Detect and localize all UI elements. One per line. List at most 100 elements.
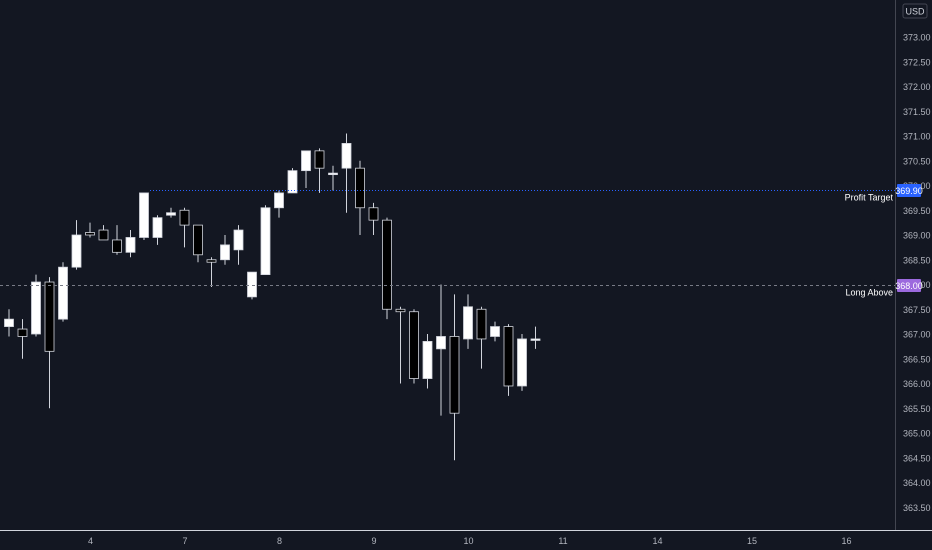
candle-body-down [193,224,203,256]
candle-body-up [517,338,527,387]
profit-target-badge: 369.90 [895,184,923,197]
y-tick-label: 363.50 [903,503,931,513]
long-above-label: Long Above [845,288,893,298]
candle [193,224,203,263]
candle-body-up [71,234,82,268]
levels-layer: Profit Target Long Above [0,190,895,298]
x-tick-label: 15 [747,536,757,546]
candle-body-down [449,336,460,414]
candle-body-down [206,259,217,263]
y-tick-label: 366.00 [903,379,931,389]
price-badges: 369.90 368.00 [895,184,923,292]
candle [341,133,352,213]
candle-body-up [287,170,298,194]
badge-background [897,279,921,292]
y-tick-label: 368.50 [903,255,931,265]
candle [382,217,392,320]
candle [449,294,460,461]
candle-body-down [179,209,190,226]
x-tick-label: 14 [652,536,662,546]
candle [4,309,14,337]
candle [274,190,284,218]
candle-body-down [112,239,122,253]
candle-body-up [152,217,163,238]
candle [287,168,298,194]
candle-body-up [436,336,446,350]
y-tick-label: 370.50 [903,156,931,166]
candle-body-down [314,150,325,169]
candle [85,222,95,238]
candle [463,294,473,349]
y-tick-label: 369.00 [903,231,931,241]
y-tick-label: 372.50 [903,57,931,67]
y-tick-label: 364.50 [903,453,931,463]
y-tick-label: 365.50 [903,404,931,414]
candle [530,326,541,349]
y-tick-label: 371.50 [903,107,931,117]
currency-button[interactable]: USD [902,3,928,19]
candle-body-up [422,341,433,379]
candle [179,207,190,248]
y-tick-label: 369.50 [903,206,931,216]
x-tick-label: 11 [558,536,567,546]
candle-body-down [44,281,55,352]
candle [44,277,55,409]
candle [17,319,28,359]
candle-body-down [368,207,379,221]
candle [314,148,325,193]
candle-body-up [341,143,352,169]
x-tick-label: 9 [371,536,376,546]
candle [476,306,487,369]
candle-body-up [463,306,473,340]
candle-body-up [247,271,257,298]
y-tick-label: 371.00 [903,132,931,142]
candle [368,202,379,235]
candle [98,225,109,241]
candle-body-up [233,229,244,251]
candle [125,230,136,258]
candle-body-down [395,308,406,313]
currency-button-frame [902,3,928,19]
y-tick-label: 366.50 [903,354,931,364]
candle-body-up [301,150,311,172]
candle [355,160,365,235]
candle-body-down [476,308,487,340]
candle-body-up [31,281,41,335]
candle [260,205,271,275]
candle-body-down [382,219,392,310]
candle [301,150,311,188]
candle [517,334,527,391]
candle [31,274,41,337]
candle [58,262,68,322]
x-tick-label: 16 [841,536,851,546]
badge-value: 369.90 [895,186,923,196]
candle-body-down [98,229,109,241]
candle-body-up [4,318,14,327]
candle-body-up [530,338,541,341]
time-axis[interactable]: 4 7 8 9 10 11 14 15 16 [88,536,852,546]
profit-target-label: Profit Target [845,193,894,203]
y-tick-label: 367.50 [903,305,931,315]
candle [328,165,338,191]
candle-body-up [274,192,284,209]
candle-body-down [409,311,419,379]
candle [71,220,82,270]
y-tick-label: 367.00 [903,330,931,340]
candle-body-down [355,167,365,209]
x-tick-label: 4 [88,536,93,546]
candle-body-down [85,232,95,236]
candle [503,324,514,396]
candle [490,321,500,342]
candle-body-up [58,266,68,320]
y-tick-label: 364.00 [903,478,931,488]
candle-body-up [260,207,271,275]
candle-body-down [17,328,28,337]
candle [139,192,149,240]
badge-background [897,184,921,197]
candle [422,334,433,389]
candle [409,309,419,384]
candle-body-up [166,212,176,216]
candle [395,306,406,384]
